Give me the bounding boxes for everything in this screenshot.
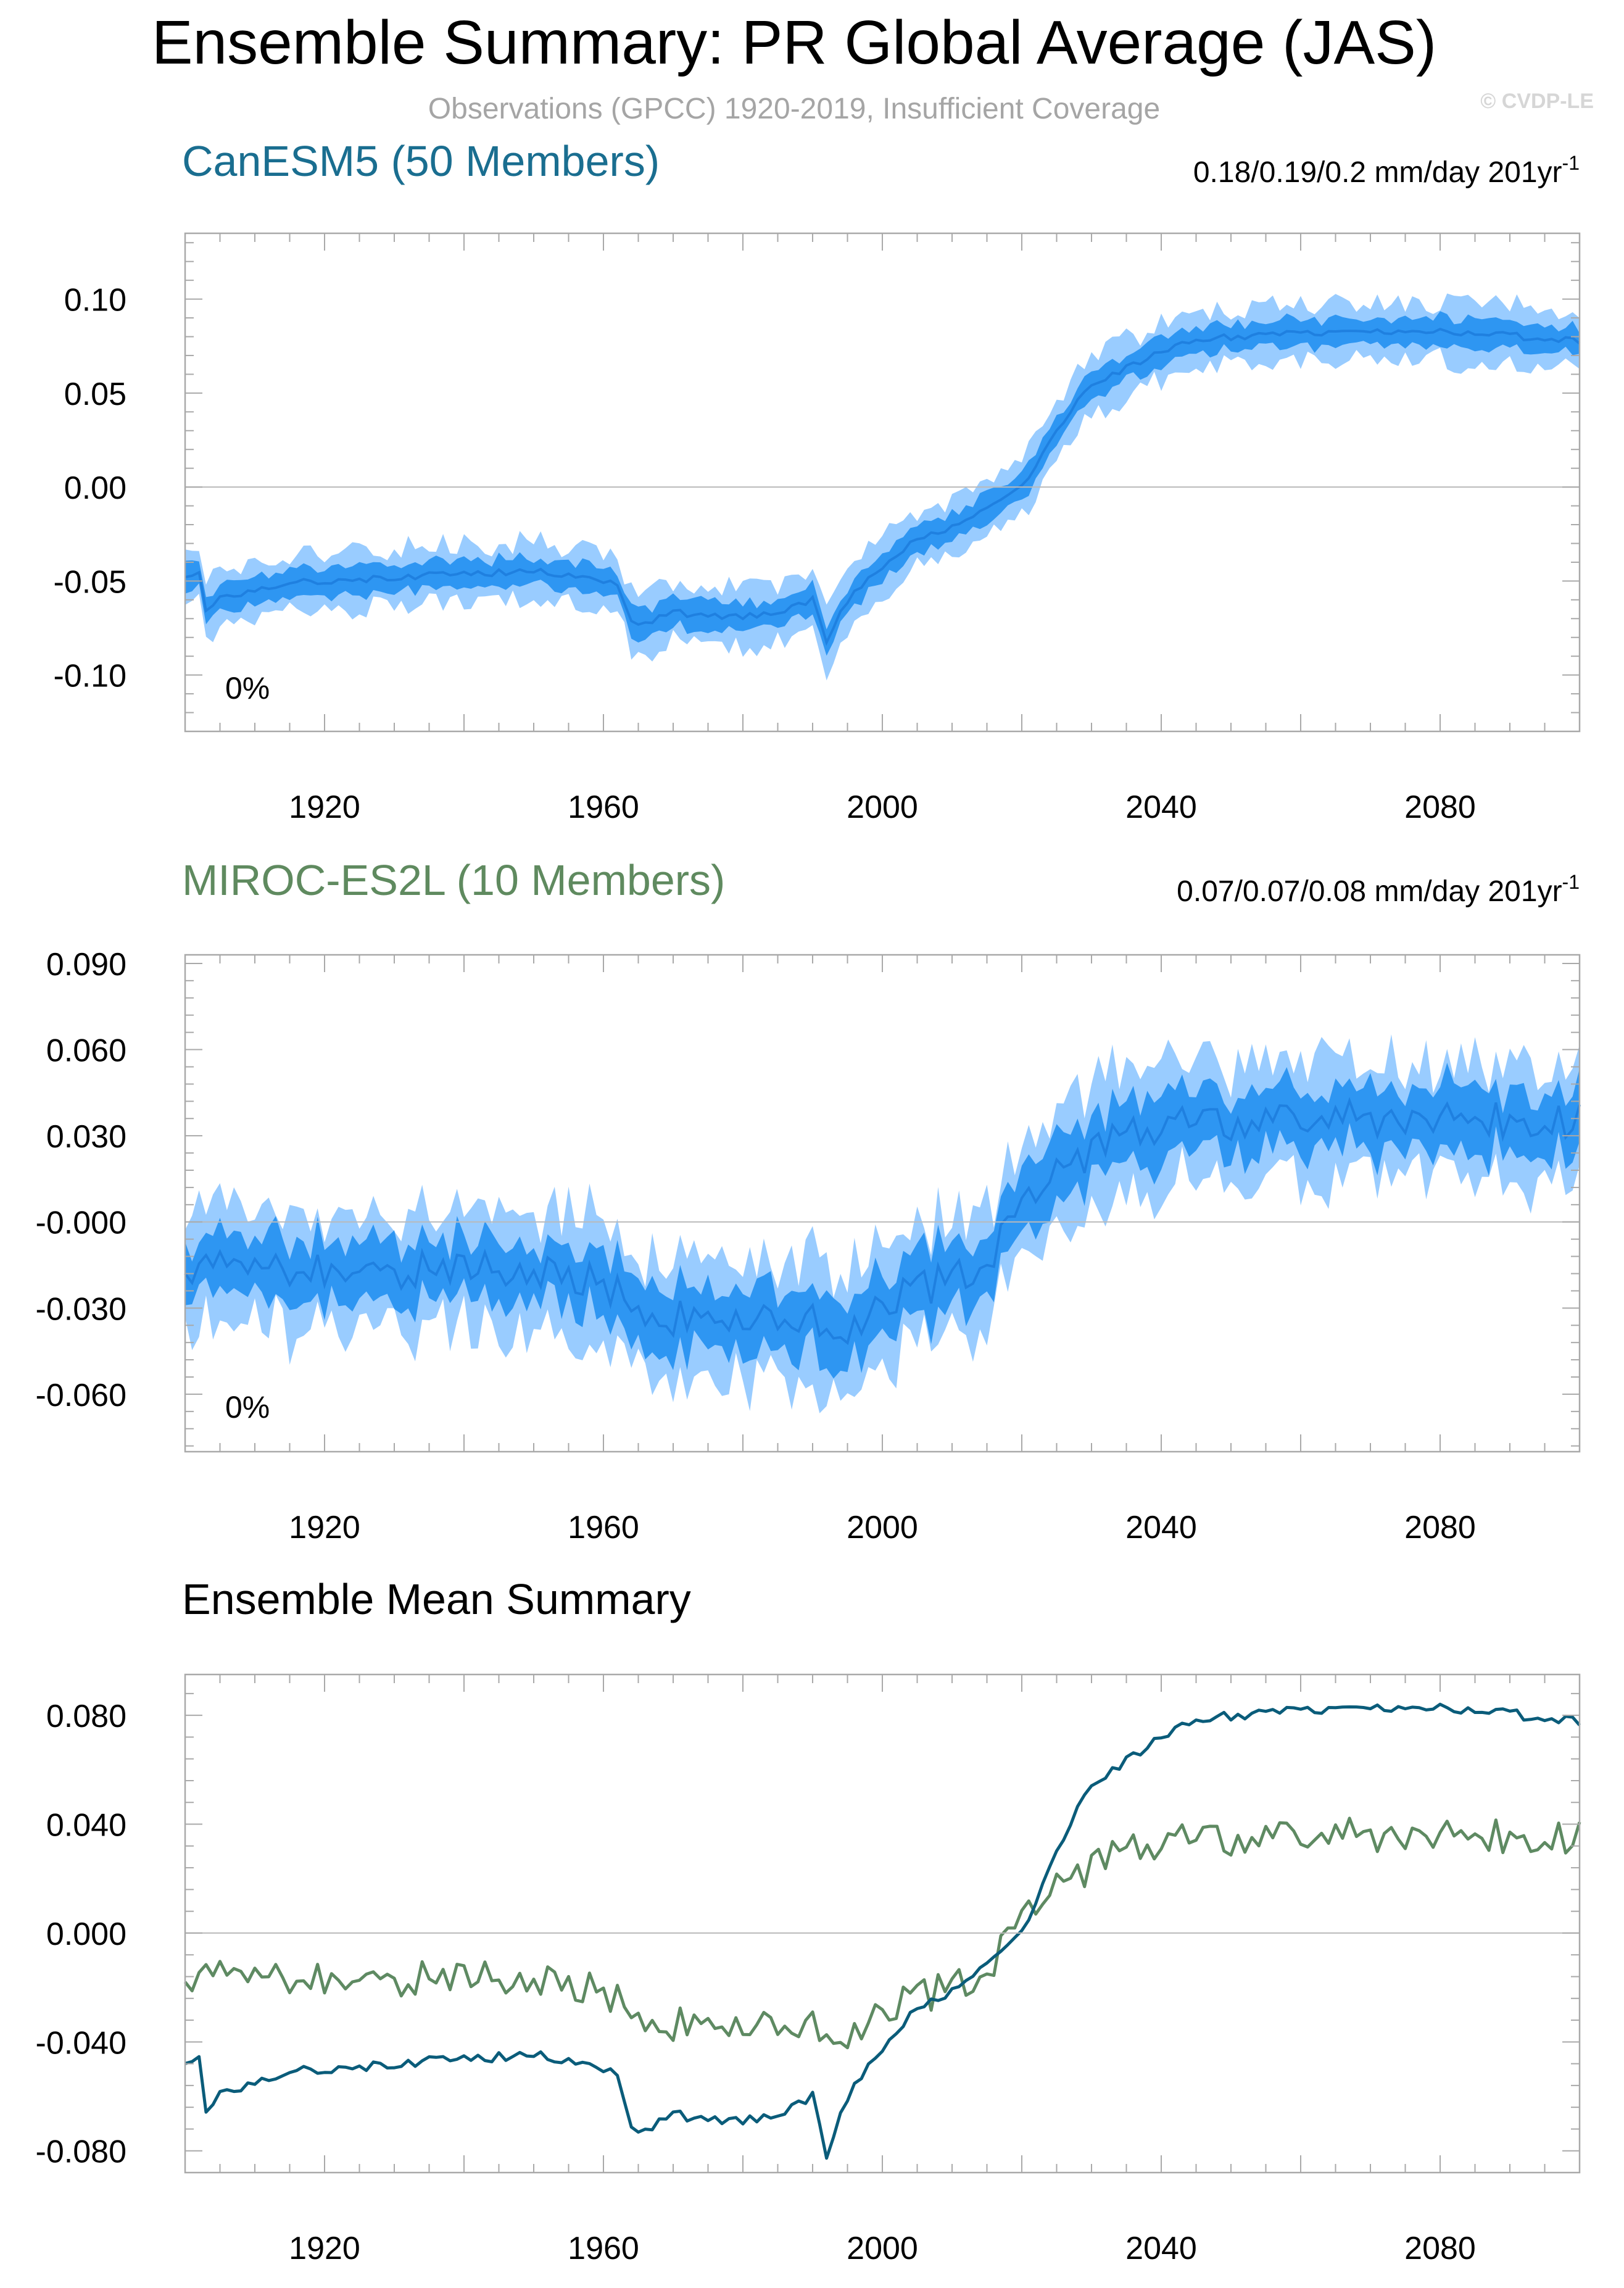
canesm5-trend-label: 0.18/0.19/0.2 mm/day 201yr-1 — [1193, 152, 1580, 189]
canesm5-ensemble-mean-line — [184, 327, 1581, 646]
page-title: Ensemble Summary: PR Global Average (JAS… — [152, 8, 1436, 77]
canesm5-inner-spread-band — [185, 311, 1580, 656]
ensemble-mean-xtick-label: 1960 — [568, 2231, 639, 2266]
miroc-ytick-label: 0.060 — [46, 1033, 126, 1069]
canesm5-ytick-label: -0.10 — [53, 659, 126, 694]
miroc-ytick-label: -0.030 — [36, 1291, 126, 1327]
canesm5-outer-spread-band — [185, 293, 1580, 681]
miroc-xtick-label: 1960 — [568, 1510, 639, 1545]
ensemble-mean-xtick-label: 2080 — [1404, 2231, 1476, 2266]
miroc-inner-spread-band — [185, 1062, 1580, 1379]
ensemble-mean-panel: Ensemble Mean Summary 0.080 0.040 0.000 -0.… — [36, 1575, 1581, 2266]
miroc-ytick-label: -0.000 — [36, 1205, 126, 1241]
ensemble-mean-xtick-label: 1920 — [289, 2231, 360, 2266]
miroc-xtick-label: 2080 — [1404, 1510, 1476, 1545]
ensemble-mean-xtick-label: 2040 — [1125, 2231, 1197, 2266]
subtitle: Observations (GPCC) 1920-2019, Insuffici… — [428, 93, 1160, 125]
canesm5-ytick-label: 0.10 — [64, 283, 126, 318]
watermark: © CVDP-LE — [1480, 89, 1594, 113]
ensemble-mean-ytick-label: -0.040 — [36, 2025, 126, 2061]
canesm5-trend-exponent: -1 — [1562, 152, 1580, 174]
canesm5-panel: CanESM5 (50 Members) 0.18/0.19/0.2 mm/da… — [53, 137, 1581, 825]
miroc-percent-label: 0% — [225, 1390, 270, 1425]
miroc-ytick-label: 0.030 — [46, 1119, 126, 1155]
miroc-plot-area: 0.090 0.060 0.030 -0.000 -0.030 -0.060 1920 196… — [36, 947, 1581, 1545]
miroc-summary-line — [184, 1816, 1581, 2050]
canesm5-trend-text: 0.18/0.19/0.2 mm/day 201yr — [1193, 156, 1562, 189]
canesm5-ytick-label: 0.05 — [64, 376, 126, 412]
miroc-ensemble-mean-line — [184, 1097, 1581, 1346]
canesm5-percent-label: 0% — [225, 671, 270, 705]
canesm5-panel-title: CanESM5 (50 Members) — [182, 137, 660, 185]
canesm5-xtick-label: 2040 — [1125, 789, 1197, 825]
miroc-trend-exponent: -1 — [1562, 871, 1580, 893]
miroc-xtick-label: 1920 — [289, 1510, 360, 1545]
ensemble-mean-plot-area: 0.080 0.040 0.000 -0.040 -0.080 1920 1960 2000 2… — [36, 1673, 1581, 2266]
ensemble-mean-ytick-label: 0.040 — [46, 1808, 126, 1844]
canesm5-ytick-label: -0.05 — [53, 564, 126, 600]
ensemble-mean-xtick-label: 2000 — [847, 2231, 918, 2266]
miroc-trend-text: 0.07/0.07/0.08 mm/day 201yr — [1177, 875, 1562, 908]
canesm5-xtick-label: 2000 — [847, 789, 918, 825]
canesm5-frame — [184, 232, 1581, 733]
miroc-frame — [184, 954, 1581, 1453]
canesm5-xtick-label: 1920 — [289, 789, 360, 825]
canesm5-summary-line — [184, 1702, 1581, 2160]
canesm5-plot-area: 0.10 0.05 0.00 -0.05 -0.10 1920 1960 2000 2040 20… — [53, 232, 1581, 825]
ensemble-mean-ytick-label: -0.080 — [36, 2134, 126, 2170]
miroc-xtick-label: 2040 — [1125, 1510, 1197, 1545]
ensemble-mean-frame — [184, 1673, 1581, 2174]
canesm5-xtick-label: 2080 — [1404, 789, 1476, 825]
miroc-panel: MIROC-ES2L (10 Members) 0.07/0.07/0.08 m… — [36, 856, 1581, 1545]
miroc-ytick-label: -0.060 — [36, 1378, 126, 1413]
miroc-trend-label: 0.07/0.07/0.08 mm/day 201yr-1 — [1177, 871, 1580, 908]
miroc-ytick-label: 0.090 — [46, 947, 126, 983]
miroc-xtick-label: 2000 — [847, 1510, 918, 1545]
miroc-panel-title: MIROC-ES2L (10 Members) — [182, 856, 725, 904]
ensemble-mean-panel-title: Ensemble Mean Summary — [182, 1575, 691, 1623]
ensemble-mean-ytick-label: 0.000 — [46, 1916, 126, 1952]
ensemble-mean-ytick-label: 0.080 — [46, 1699, 126, 1734]
canesm5-ytick-label: 0.00 — [64, 470, 126, 506]
canesm5-xtick-label: 1960 — [568, 789, 639, 825]
